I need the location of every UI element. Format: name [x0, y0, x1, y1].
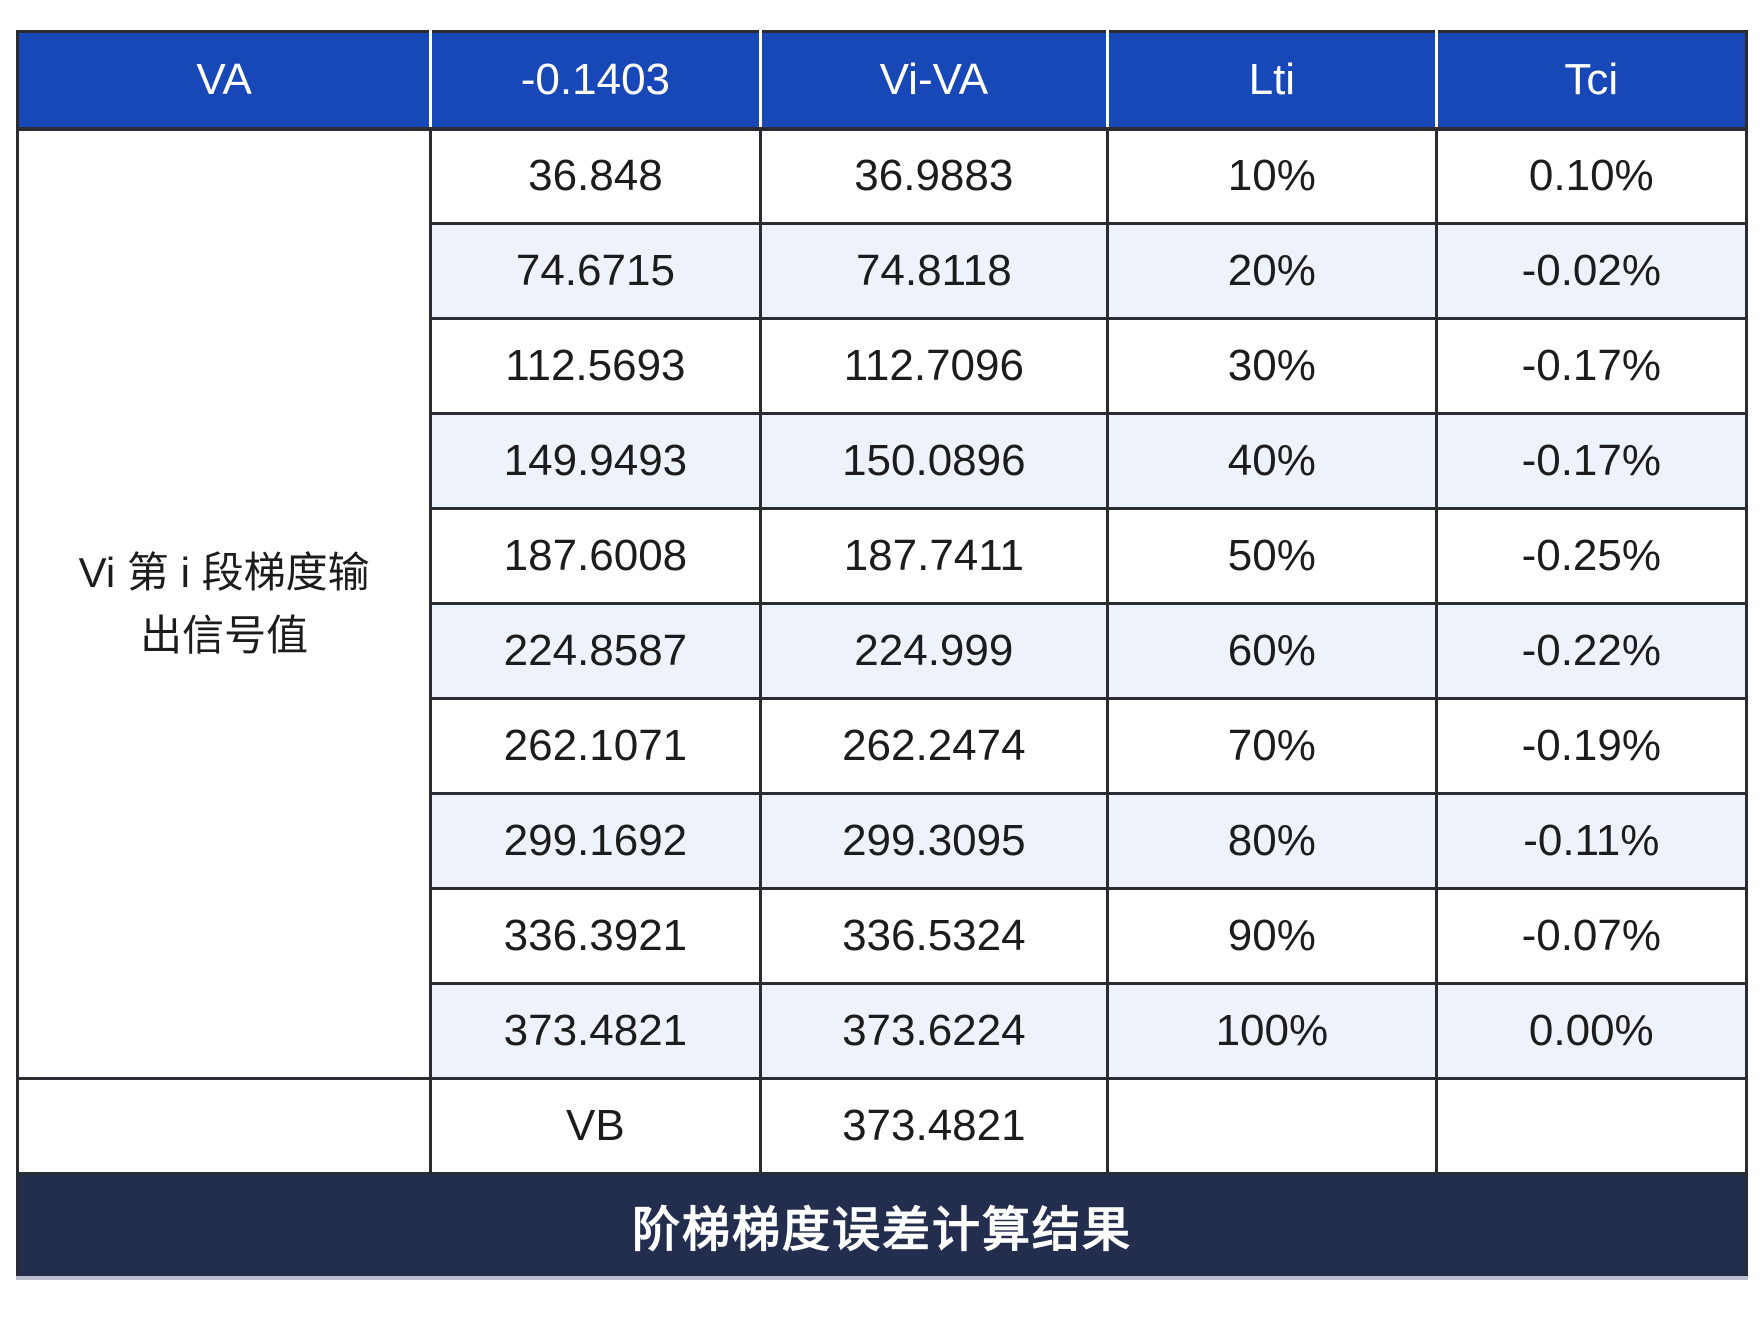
table-row: 336.3921 336.5324 90% -0.07%: [18, 887, 1749, 985]
row-group-label-line1: Vi 第 i 段梯度输: [78, 548, 370, 596]
table-row: 373.4821 373.6224 100% 0.00%: [18, 982, 1749, 1080]
table-cell-tci: -0.19%: [1434, 697, 1749, 795]
table-cell-viva: 74.8118: [758, 222, 1110, 320]
table-cell-tci: -0.17%: [1434, 412, 1749, 510]
header-cell-tci: Tci: [1434, 31, 1747, 131]
table-cell-viva: 262.2474: [758, 697, 1110, 795]
table-row: 299.1692 299.3095 80% -0.11%: [18, 792, 1749, 890]
table-cell-tci: -0.17%: [1434, 317, 1749, 415]
table-cell-viva: 36.9883: [758, 127, 1110, 225]
table-row: Vi 第 i 段梯度输 出信号值 36.848 36.9883 10% 0.10…: [15, 127, 1749, 1080]
table-cell-vi: 336.3921: [429, 887, 762, 985]
table-cell-viva: 112.7096: [758, 317, 1110, 415]
vb-label-cell: VB: [429, 1077, 762, 1175]
table-cell-vi: 373.4821: [429, 982, 762, 1080]
table-cell-lti: 40%: [1106, 412, 1438, 510]
vb-value-cell: 373.4821: [758, 1077, 1110, 1175]
table-cell-vi: 262.1071: [429, 697, 762, 795]
result-table-container: VA -0.1403 Vi-VA Lti Tci Vi 第 i 段梯度输 出信号…: [15, 30, 1749, 1280]
table-cell-lti: 90%: [1106, 887, 1438, 985]
table-cell-tci: 0.10%: [1434, 127, 1749, 225]
table-cell-viva: 336.5324: [758, 887, 1110, 985]
header-cell-va: VA: [17, 31, 431, 131]
table-cell-lti: 50%: [1106, 507, 1438, 605]
header-cell-vi-va: Vi-VA: [758, 31, 1108, 131]
table-row: 74.6715 74.8118 20% -0.02%: [18, 222, 1749, 320]
table-row: 224.8587 224.999 60% -0.22%: [18, 602, 1749, 700]
table-cell-vi: 187.6008: [429, 507, 762, 605]
table-cell-lti: 60%: [1106, 602, 1438, 700]
table-row: 149.9493 150.0896 40% -0.17%: [18, 412, 1749, 510]
table-cell-vi: 112.5693: [429, 317, 762, 415]
row-group-label: Vi 第 i 段梯度输 出信号值: [15, 127, 433, 1080]
table-row: 187.6008 187.7411 50% -0.25%: [18, 507, 1749, 605]
vb-empty-lti-cell: [1106, 1077, 1438, 1175]
gradient-error-table: VA -0.1403 Vi-VA Lti Tci Vi 第 i 段梯度输 出信号…: [15, 30, 1749, 1280]
table-cell-tci: -0.25%: [1434, 507, 1749, 605]
header-row: VA -0.1403 Vi-VA Lti Tci: [17, 31, 1747, 131]
table-row: 262.1071 262.2474 70% -0.19%: [18, 697, 1749, 795]
table-cell-vi: 36.848: [429, 127, 762, 225]
table-cell-viva: 373.6224: [758, 982, 1110, 1080]
table-cell-lti: 30%: [1106, 317, 1438, 415]
table-cell-vi: 299.1692: [429, 792, 762, 890]
table-cell-tci: -0.11%: [1434, 792, 1749, 890]
table-cell-vi: 149.9493: [429, 412, 762, 510]
header-cell-va-value: -0.1403: [429, 31, 761, 131]
table-cell-lti: 70%: [1106, 697, 1438, 795]
table-cell-vi: 74.6715: [429, 222, 762, 320]
table-cell-tci: -0.07%: [1434, 887, 1749, 985]
table-cell-tci: -0.22%: [1434, 602, 1749, 700]
header-cell-lti: Lti: [1106, 31, 1437, 131]
table-cell-lti: 10%: [1106, 127, 1438, 225]
caption-row: 阶梯梯度误差计算结果: [17, 1172, 1747, 1280]
table-cell-lti: 80%: [1106, 792, 1438, 890]
table-cell-lti: 20%: [1106, 222, 1438, 320]
table-cell-tci: 0.00%: [1434, 982, 1749, 1080]
table-cell-viva: 224.999: [758, 602, 1110, 700]
row-group-label-line2: 出信号值: [140, 611, 309, 659]
table-cell-vi: 224.8587: [429, 602, 762, 700]
table-cell-viva: 150.0896: [758, 412, 1110, 510]
table-cell-viva: 187.7411: [758, 507, 1110, 605]
vb-row-empty-cell: [15, 1077, 433, 1175]
table-row: 112.5693 112.7096 30% -0.17%: [18, 317, 1749, 415]
vb-empty-tci-cell: [1434, 1077, 1749, 1175]
vb-row: VB 373.4821: [15, 1077, 1749, 1175]
table-cell-viva: 299.3095: [758, 792, 1110, 890]
table-cell-lti: 100%: [1106, 982, 1438, 1080]
table-caption: 阶梯梯度误差计算结果: [17, 1172, 1747, 1280]
table-cell-tci: -0.02%: [1434, 222, 1749, 320]
